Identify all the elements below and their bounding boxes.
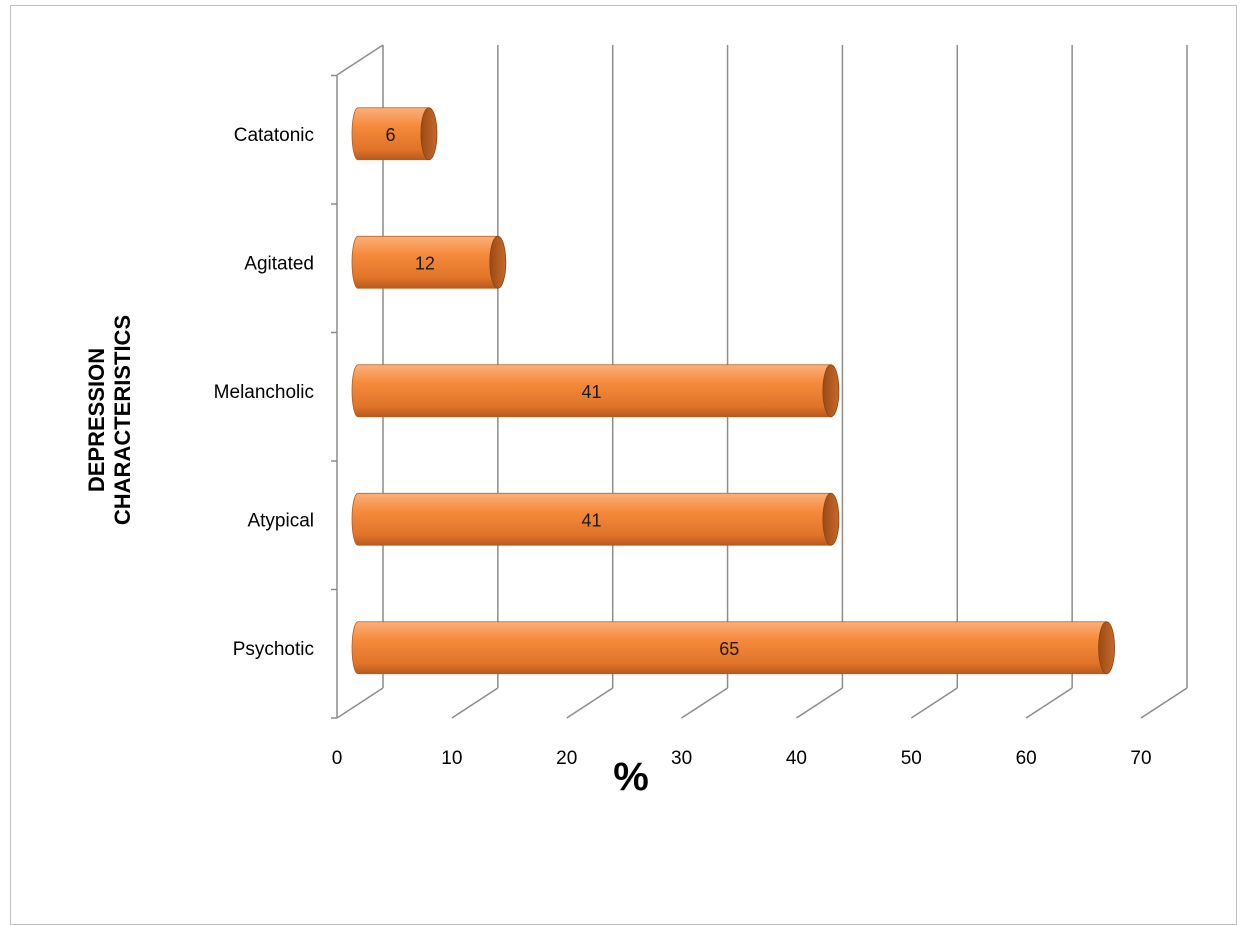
x-tick-label: 60 <box>1016 748 1037 769</box>
data-label: 65 <box>719 639 739 659</box>
data-label: 41 <box>581 510 601 530</box>
x-tick-label: 70 <box>1130 748 1151 769</box>
x-tick-label: 20 <box>556 748 577 769</box>
data-label: 12 <box>415 253 435 273</box>
floor-line <box>1140 687 1188 719</box>
floor-line <box>336 687 384 719</box>
grid-layer <box>331 44 1188 719</box>
y-axis-title-line-2: CHARACTERISTICS <box>110 315 135 525</box>
floor-line <box>451 687 499 719</box>
x-tick-label: 40 <box>786 748 807 769</box>
y-tick-label: Psychotic <box>233 639 314 660</box>
floor-line <box>681 687 728 719</box>
bar <box>351 364 840 418</box>
bar <box>351 621 1115 675</box>
floor-line <box>1025 687 1073 719</box>
bar <box>351 235 507 289</box>
bars-layer <box>351 107 1115 675</box>
data-label: 41 <box>581 382 601 402</box>
y-tick-label: Agitated <box>244 253 314 274</box>
bar <box>351 492 840 546</box>
floor-line <box>796 687 843 719</box>
floor-line <box>910 687 958 719</box>
x-tick-label: 30 <box>671 748 692 769</box>
labels-layer: 0 10 20 30 40 50 60 70 Psychotic 65 Atypical 41 Mela… <box>214 125 1152 769</box>
bar <box>351 107 438 161</box>
wall-top-edge <box>336 44 384 76</box>
floor-line <box>566 687 614 719</box>
x-tick-label: 10 <box>441 748 462 769</box>
x-tick-label: 50 <box>901 748 922 769</box>
x-axis-title: % <box>613 755 649 799</box>
y-tick-label: Melancholic <box>214 382 314 403</box>
y-tick-label: Catatonic <box>234 125 314 146</box>
y-axis-title-line-1: DEPRESSION <box>84 348 109 492</box>
x-tick-label: 0 <box>332 748 343 769</box>
y-tick-label: Atypical <box>247 510 314 531</box>
data-label: 6 <box>385 125 395 145</box>
